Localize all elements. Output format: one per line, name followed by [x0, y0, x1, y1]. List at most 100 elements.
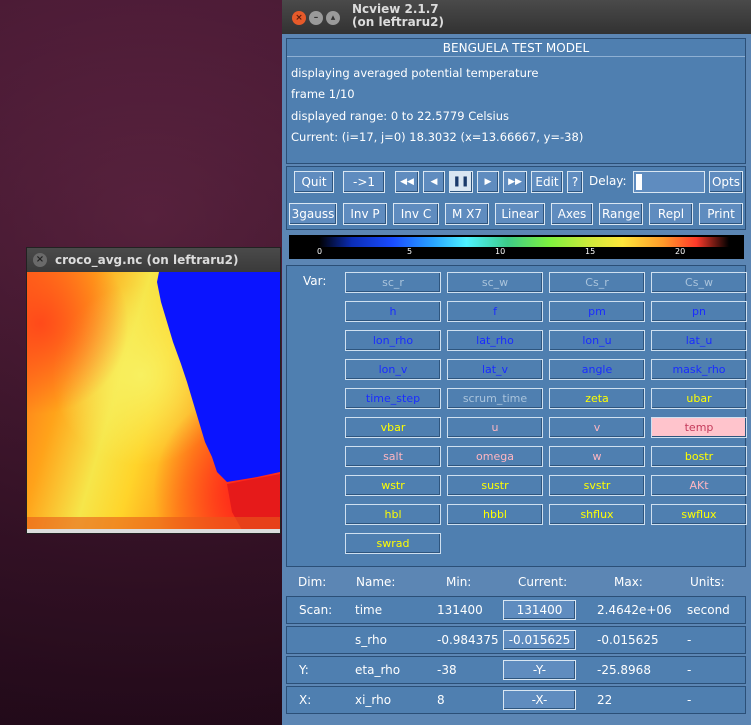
variable-button-scrum-time[interactable]: scrum_time — [447, 388, 543, 409]
option-button-repl[interactable]: Repl — [649, 203, 693, 225]
variable-button-time-step[interactable]: time_step — [345, 388, 441, 409]
model-title: BENGUELA TEST MODEL — [287, 39, 745, 57]
variable-button-shflux[interactable]: shflux — [549, 504, 645, 525]
name-header: Name: — [356, 575, 396, 589]
current-info: Current: (i=17, j=0) 18.3032 (x=13.66667… — [291, 130, 584, 144]
close-icon[interactable]: × — [33, 253, 47, 267]
current-header: Current: — [518, 575, 568, 589]
edit-button[interactable]: Edit — [531, 171, 563, 193]
dim-min: -0.984375 — [437, 633, 499, 647]
variable-button-wstr[interactable]: wstr — [345, 475, 441, 496]
dim-min: 131400 — [437, 603, 483, 617]
dim-name: xi_rho — [355, 693, 392, 707]
dim-current-button[interactable]: -Y- — [503, 660, 576, 680]
dim-units: second — [687, 603, 730, 617]
variable-button-lon-v[interactable]: lon_v — [345, 359, 441, 380]
variable-button-pm[interactable]: pm — [549, 301, 645, 322]
variable-button-akt[interactable]: AKt — [651, 475, 747, 496]
display-info: displaying averaged potential temperatur… — [291, 66, 539, 80]
step-forward-button[interactable]: ▶ — [477, 171, 499, 193]
variable-button-lat-u[interactable]: lat_u — [651, 330, 747, 351]
variable-button-lon-rho[interactable]: lon_rho — [345, 330, 441, 351]
image-window[interactable]: × croco_avg.nc (on leftraru2) — [26, 247, 281, 534]
ncview-titlebar[interactable]: × – ▴ Ncview 2.1.7 (on leftraru2) — [282, 0, 751, 34]
variable-button-bostr[interactable]: bostr — [651, 446, 747, 467]
variable-button-w[interactable]: w — [549, 446, 645, 467]
variable-button-u[interactable]: u — [447, 417, 543, 438]
dim-label: X: — [299, 693, 312, 707]
close-icon[interactable]: × — [292, 11, 306, 25]
dimension-header: Dim: Name: Min: Current: Max: Units: — [286, 569, 746, 597]
option-button-magnify[interactable]: M X7 — [445, 203, 489, 225]
colorbar-tick: 10 — [495, 247, 506, 256]
image-window-border — [27, 529, 280, 533]
variable-button-swrad[interactable]: swrad — [345, 533, 441, 554]
variable-button-lon-u[interactable]: lon_u — [549, 330, 645, 351]
opts-button[interactable]: Opts — [709, 171, 743, 193]
option-button-axes[interactable]: Axes — [551, 203, 593, 225]
dim-max: 2.4642e+06 — [597, 603, 672, 617]
variable-panel: Var: sc_r sc_w Cs_r Cs_w h f pm pn lon_rho lat_rh… — [286, 265, 747, 567]
variable-button-lat-v[interactable]: lat_v — [447, 359, 543, 380]
dim-max: -0.015625 — [597, 633, 659, 647]
variable-button-sc-w[interactable]: sc_w — [447, 272, 543, 293]
range-info: displayed range: 0 to 22.5779 Celsius — [291, 109, 509, 123]
variable-button-hbbl[interactable]: hbbl — [447, 504, 543, 525]
variable-button-cs-r[interactable]: Cs_r — [549, 272, 645, 293]
dim-units: - — [687, 633, 692, 647]
info-panel: BENGUELA TEST MODEL displaying averaged … — [286, 38, 746, 164]
ncview-window[interactable]: × – ▴ Ncview 2.1.7 (on leftraru2) BENGUE… — [282, 0, 751, 725]
help-button[interactable]: ? — [567, 171, 583, 193]
minimize-icon[interactable]: – — [309, 11, 323, 25]
delay-slider[interactable] — [633, 171, 705, 193]
quit-button[interactable]: Quit — [294, 171, 334, 193]
option-button-range[interactable]: Range — [599, 203, 643, 225]
step-back-button[interactable]: ◀ — [423, 171, 445, 193]
variable-button-sc-r[interactable]: sc_r — [345, 272, 441, 293]
variable-button-h[interactable]: h — [345, 301, 441, 322]
variable-button-temp[interactable]: temp — [651, 417, 747, 438]
variable-button-zeta[interactable]: zeta — [549, 388, 645, 409]
colorbar-gradient — [319, 237, 729, 247]
variable-button-svstr[interactable]: svstr — [549, 475, 645, 496]
fast-forward-button[interactable]: ▶▶ — [503, 171, 527, 193]
option-button-inv-c[interactable]: Inv C — [393, 203, 439, 225]
variable-button-swflux[interactable]: swflux — [651, 504, 747, 525]
variable-button-v[interactable]: v — [549, 417, 645, 438]
variable-button-salt[interactable]: salt — [345, 446, 441, 467]
pause-button[interactable]: ❚❚ — [449, 171, 473, 193]
variable-button-f[interactable]: f — [447, 301, 543, 322]
variable-button-mask-rho[interactable]: mask_rho — [651, 359, 747, 380]
dim-label: Scan: — [299, 603, 333, 617]
dim-current-button[interactable]: -X- — [503, 690, 576, 710]
variable-button-vbar[interactable]: vbar — [345, 417, 441, 438]
dim-header: Dim: — [298, 575, 327, 589]
delay-slider-thumb[interactable] — [636, 174, 642, 190]
dim-current-button[interactable]: -0.015625 — [503, 630, 576, 650]
ncview-title: Ncview 2.1.7 (on leftraru2) — [352, 2, 444, 29]
goto-first-button[interactable]: ->1 — [343, 171, 385, 193]
dim-name: eta_rho — [355, 663, 401, 677]
option-button-linear[interactable]: Linear — [495, 203, 545, 225]
image-window-titlebar[interactable]: × croco_avg.nc (on leftraru2) — [27, 248, 280, 272]
variable-button-hbl[interactable]: hbl — [345, 504, 441, 525]
variable-button-pn[interactable]: pn — [651, 301, 747, 322]
option-button-3gauss[interactable]: 3gauss — [289, 203, 337, 225]
temperature-map[interactable] — [27, 272, 280, 530]
dim-units: - — [687, 663, 692, 677]
frame-info: frame 1/10 — [291, 87, 355, 101]
dim-current-button[interactable]: 131400 — [503, 600, 576, 620]
dimension-row: Y: eta_rho -38 -25.8968 - -Y- — [286, 656, 746, 684]
variable-button-ubar[interactable]: ubar — [651, 388, 747, 409]
option-button-print[interactable]: Print — [699, 203, 743, 225]
rewind-button[interactable]: ◀◀ — [395, 171, 419, 193]
delay-label: Delay: — [589, 174, 627, 188]
control-panel: Quit ->1 ◀◀ ◀ ❚❚ ▶ ▶▶ Edit ? Delay: Opts… — [286, 166, 746, 230]
variable-button-omega[interactable]: omega — [447, 446, 543, 467]
variable-button-sustr[interactable]: sustr — [447, 475, 543, 496]
maximize-icon[interactable]: ▴ — [326, 11, 340, 25]
option-button-inv-p[interactable]: Inv P — [343, 203, 387, 225]
variable-button-angle[interactable]: angle — [549, 359, 645, 380]
variable-button-lat-rho[interactable]: lat_rho — [447, 330, 543, 351]
variable-button-cs-w[interactable]: Cs_w — [651, 272, 747, 293]
